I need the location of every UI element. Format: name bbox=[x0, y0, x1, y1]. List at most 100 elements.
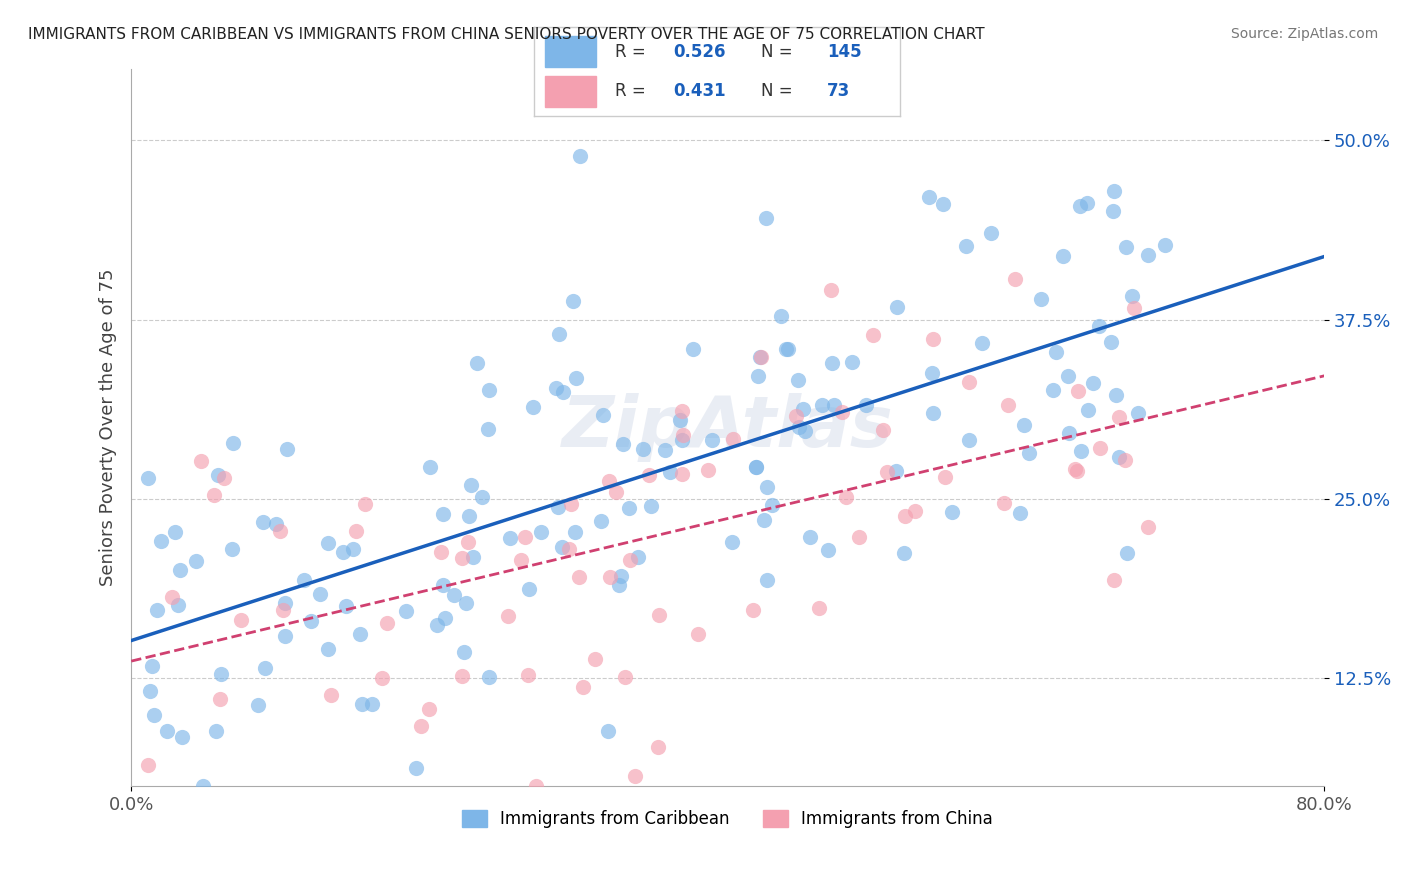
Point bbox=[271, 603, 294, 617]
Point bbox=[980, 226, 1002, 240]
Text: R =: R = bbox=[614, 43, 651, 61]
Point bbox=[624, 769, 647, 783]
Point bbox=[612, 437, 634, 451]
Point bbox=[957, 376, 980, 390]
Text: 0.526: 0.526 bbox=[673, 43, 725, 61]
Point bbox=[775, 343, 797, 357]
Point bbox=[405, 761, 427, 775]
Point bbox=[755, 573, 778, 587]
Point bbox=[349, 627, 371, 641]
Point bbox=[167, 598, 190, 612]
Point bbox=[150, 534, 173, 549]
Point bbox=[252, 515, 274, 529]
Point bbox=[672, 428, 695, 442]
Point bbox=[517, 582, 540, 597]
Point bbox=[361, 697, 384, 711]
Point bbox=[834, 490, 856, 504]
Point bbox=[1115, 239, 1137, 253]
Point bbox=[247, 698, 270, 713]
Point bbox=[648, 607, 671, 622]
Point bbox=[1069, 199, 1091, 213]
Point bbox=[1057, 425, 1080, 440]
Point bbox=[1115, 546, 1137, 560]
Point bbox=[619, 553, 641, 567]
Point bbox=[721, 534, 744, 549]
Point bbox=[1042, 383, 1064, 397]
Point bbox=[418, 702, 440, 716]
Text: R =: R = bbox=[614, 82, 651, 100]
Text: N =: N = bbox=[761, 82, 797, 100]
Point bbox=[1136, 520, 1159, 534]
Point bbox=[659, 466, 682, 480]
Point bbox=[1114, 453, 1136, 467]
Point bbox=[1076, 195, 1098, 210]
Point bbox=[1121, 289, 1143, 303]
Point bbox=[184, 554, 207, 568]
Point bbox=[1077, 403, 1099, 417]
Point bbox=[460, 478, 482, 492]
Point bbox=[443, 588, 465, 602]
Point bbox=[551, 385, 574, 400]
Point bbox=[1099, 335, 1122, 350]
Point bbox=[855, 398, 877, 412]
Point bbox=[682, 342, 704, 356]
Point bbox=[551, 540, 574, 554]
Point bbox=[808, 600, 831, 615]
Point bbox=[617, 500, 640, 515]
Point bbox=[477, 423, 499, 437]
Point bbox=[451, 669, 474, 683]
Point bbox=[876, 465, 898, 479]
Point bbox=[138, 683, 160, 698]
Point bbox=[207, 468, 229, 483]
Point bbox=[190, 453, 212, 467]
Point bbox=[598, 724, 620, 739]
Point bbox=[478, 670, 501, 684]
Point bbox=[761, 499, 783, 513]
Point bbox=[1052, 248, 1074, 262]
Point bbox=[432, 578, 454, 592]
Point bbox=[136, 758, 159, 772]
Point bbox=[749, 350, 772, 364]
Point bbox=[886, 301, 908, 315]
Point bbox=[191, 779, 214, 793]
Point bbox=[156, 723, 179, 738]
Point bbox=[862, 328, 884, 343]
Point bbox=[561, 294, 583, 309]
Point bbox=[589, 514, 612, 528]
Point bbox=[755, 480, 778, 494]
Y-axis label: Seniors Poverty Over the Age of 75: Seniors Poverty Over the Age of 75 bbox=[100, 268, 117, 586]
Point bbox=[841, 355, 863, 369]
Point bbox=[1108, 409, 1130, 424]
Text: ZipAtlas: ZipAtlas bbox=[562, 392, 893, 462]
Point bbox=[269, 524, 291, 538]
Point bbox=[817, 543, 839, 558]
Point bbox=[752, 513, 775, 527]
Point bbox=[785, 409, 807, 423]
Point bbox=[229, 613, 252, 627]
Point bbox=[607, 578, 630, 592]
Point bbox=[1004, 272, 1026, 286]
Point bbox=[202, 488, 225, 502]
Point bbox=[904, 504, 927, 518]
Point bbox=[564, 525, 586, 540]
Point bbox=[458, 508, 481, 523]
Point bbox=[932, 197, 955, 211]
Point bbox=[515, 530, 537, 544]
Text: 145: 145 bbox=[827, 43, 862, 61]
Point bbox=[700, 433, 723, 447]
Point bbox=[921, 366, 943, 380]
Point bbox=[560, 497, 582, 511]
Point bbox=[375, 616, 398, 631]
Text: Source: ZipAtlas.com: Source: ZipAtlas.com bbox=[1230, 27, 1378, 41]
Point bbox=[721, 432, 744, 446]
Point bbox=[558, 542, 581, 557]
Point bbox=[598, 475, 620, 489]
Point bbox=[433, 610, 456, 624]
Point bbox=[316, 536, 339, 550]
Point bbox=[609, 568, 631, 582]
Point bbox=[786, 373, 808, 387]
Point bbox=[332, 545, 354, 559]
Point bbox=[316, 642, 339, 657]
Point bbox=[222, 435, 245, 450]
Point bbox=[572, 680, 595, 694]
